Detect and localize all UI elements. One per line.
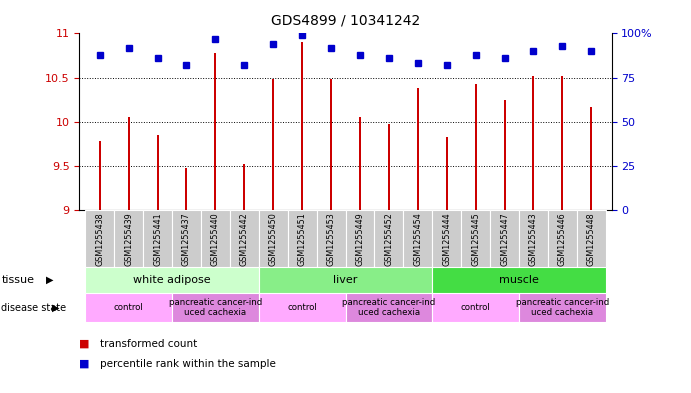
Text: GSM1255439: GSM1255439 bbox=[124, 213, 133, 266]
Text: GSM1255453: GSM1255453 bbox=[327, 213, 336, 266]
Text: GSM1255445: GSM1255445 bbox=[471, 213, 480, 266]
Bar bbox=[475, 84, 477, 210]
Bar bbox=[85, 267, 258, 293]
Text: GSM1255443: GSM1255443 bbox=[529, 213, 538, 266]
Bar bbox=[388, 123, 390, 210]
Bar bbox=[128, 118, 130, 210]
Text: transformed count: transformed count bbox=[100, 339, 198, 349]
Bar bbox=[346, 293, 433, 322]
Bar bbox=[346, 210, 375, 267]
Text: GSM1255448: GSM1255448 bbox=[587, 213, 596, 266]
Text: GSM1255447: GSM1255447 bbox=[500, 213, 509, 266]
Bar bbox=[504, 100, 506, 210]
Bar bbox=[157, 135, 158, 210]
Text: GSM1255449: GSM1255449 bbox=[355, 213, 364, 266]
Bar bbox=[301, 42, 303, 210]
Text: GSM1255438: GSM1255438 bbox=[95, 213, 104, 266]
Text: GSM1255446: GSM1255446 bbox=[558, 213, 567, 266]
Bar bbox=[172, 293, 258, 322]
Text: GSM1255444: GSM1255444 bbox=[442, 213, 451, 266]
Text: white adipose: white adipose bbox=[133, 275, 211, 285]
Text: GSM1255440: GSM1255440 bbox=[211, 213, 220, 266]
Text: GSM1255451: GSM1255451 bbox=[298, 213, 307, 266]
Bar bbox=[316, 210, 346, 267]
Bar bbox=[533, 76, 534, 210]
Text: ▶: ▶ bbox=[46, 275, 53, 285]
Bar bbox=[433, 210, 461, 267]
Bar bbox=[201, 210, 230, 267]
Bar bbox=[519, 210, 548, 267]
Text: GSM1255450: GSM1255450 bbox=[269, 213, 278, 266]
Bar bbox=[287, 210, 316, 267]
Text: disease state: disease state bbox=[1, 303, 66, 312]
Bar bbox=[461, 210, 490, 267]
Bar bbox=[85, 293, 172, 322]
Bar bbox=[375, 210, 404, 267]
Bar bbox=[577, 210, 606, 267]
Bar bbox=[185, 168, 187, 210]
Text: GSM1255441: GSM1255441 bbox=[153, 213, 162, 266]
Text: muscle: muscle bbox=[499, 275, 539, 285]
Text: pancreatic cancer-ind
uced cachexia: pancreatic cancer-ind uced cachexia bbox=[169, 298, 262, 317]
Bar bbox=[114, 210, 143, 267]
Text: GSM1255454: GSM1255454 bbox=[413, 213, 422, 266]
Text: pancreatic cancer-ind
uced cachexia: pancreatic cancer-ind uced cachexia bbox=[342, 298, 435, 317]
Text: GDS4899 / 10341242: GDS4899 / 10341242 bbox=[271, 14, 420, 28]
Bar bbox=[590, 107, 592, 210]
Text: percentile rank within the sample: percentile rank within the sample bbox=[100, 358, 276, 369]
Text: ■: ■ bbox=[79, 358, 90, 369]
Bar bbox=[490, 210, 519, 267]
Text: GSM1255452: GSM1255452 bbox=[384, 213, 393, 266]
Text: control: control bbox=[461, 303, 491, 312]
Bar bbox=[272, 79, 274, 210]
Bar bbox=[330, 79, 332, 210]
Bar bbox=[548, 210, 577, 267]
Text: GSM1255437: GSM1255437 bbox=[182, 213, 191, 266]
Bar bbox=[214, 53, 216, 210]
Text: GSM1255442: GSM1255442 bbox=[240, 213, 249, 266]
Bar bbox=[258, 267, 433, 293]
Bar bbox=[143, 210, 172, 267]
Bar bbox=[172, 210, 201, 267]
Text: control: control bbox=[114, 303, 144, 312]
Bar bbox=[230, 210, 258, 267]
Text: control: control bbox=[287, 303, 317, 312]
Bar bbox=[243, 164, 245, 210]
Bar bbox=[359, 118, 361, 210]
Bar bbox=[433, 293, 519, 322]
Text: tissue: tissue bbox=[1, 275, 35, 285]
Bar bbox=[258, 293, 346, 322]
Bar bbox=[417, 88, 419, 210]
Text: pancreatic cancer-ind
uced cachexia: pancreatic cancer-ind uced cachexia bbox=[515, 298, 609, 317]
Text: ▶: ▶ bbox=[52, 303, 59, 312]
Text: ■: ■ bbox=[79, 339, 90, 349]
Bar bbox=[99, 141, 101, 210]
Text: liver: liver bbox=[333, 275, 358, 285]
Bar bbox=[433, 267, 606, 293]
Bar bbox=[561, 76, 563, 210]
Bar bbox=[85, 210, 114, 267]
Bar bbox=[519, 293, 606, 322]
Bar bbox=[446, 137, 448, 210]
Bar bbox=[258, 210, 287, 267]
Bar bbox=[404, 210, 433, 267]
